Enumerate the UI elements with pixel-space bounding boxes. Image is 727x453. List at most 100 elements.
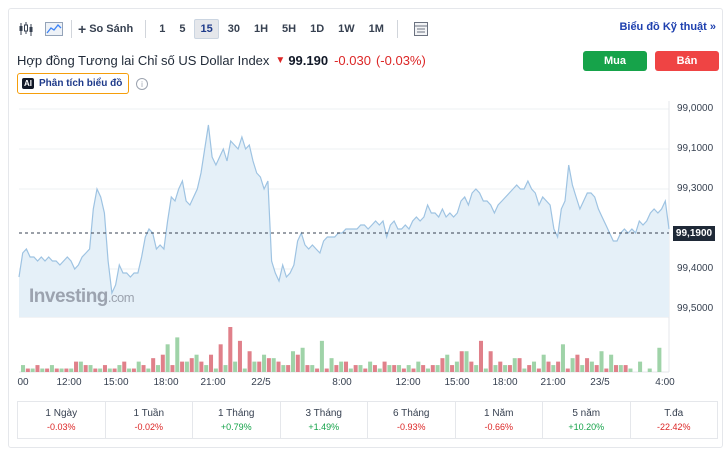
volume-bar-up <box>88 365 93 372</box>
timeframe-5h[interactable]: 5H <box>282 23 297 35</box>
volume-bar-down <box>189 358 194 372</box>
performance-cell[interactable]: 3 Tháng +1.49% <box>281 402 368 438</box>
volume-bar-down <box>141 365 146 372</box>
volume-bar-down <box>440 358 445 372</box>
timeframe-1d[interactable]: 1D <box>310 23 325 35</box>
timeframe-15[interactable]: 15 <box>194 19 219 39</box>
y-axis-tick-label: 99,1000 <box>677 143 714 154</box>
instrument-price: 99.190 <box>288 53 329 68</box>
volume-bar-down <box>151 358 156 372</box>
performance-cell[interactable]: 1 Tháng +0.79% <box>193 402 281 438</box>
performance-cell[interactable]: 1 Tuần -0.02% <box>106 402 193 438</box>
performance-change: -22.42% <box>656 422 691 432</box>
performance-change: +0.79% <box>220 422 252 432</box>
volume-bar-up <box>21 365 26 372</box>
volume-bar-up <box>397 365 402 372</box>
volume-bar-down <box>122 361 127 372</box>
performance-change: -0.93% <box>396 422 426 432</box>
volume-bar-down <box>324 368 329 372</box>
volume-bar-up <box>493 365 498 372</box>
volume-bar-down <box>83 365 88 372</box>
x-axis-tick-label: 4:00 <box>655 377 675 388</box>
volume-bar-down <box>315 368 320 372</box>
volume-bar-down <box>604 368 609 372</box>
volume-bar-up <box>329 358 334 372</box>
volume-bar-down <box>575 354 580 372</box>
volume-bar-up <box>319 340 324 372</box>
volume-bar-up <box>512 358 517 372</box>
volume-bar-up <box>300 347 305 372</box>
timeframe-5[interactable]: 5 <box>179 23 186 35</box>
volume-bar-down <box>478 340 484 372</box>
volume-bar-down <box>382 361 387 372</box>
volume-bar-up <box>78 361 83 372</box>
volume-bar-down <box>411 368 416 372</box>
x-axis-tick-label: 12:00 <box>395 377 421 388</box>
volume-bar-up <box>252 361 257 372</box>
performance-cell[interactable]: 1 Năm -0.66% <box>456 402 543 438</box>
volume-bar-down <box>623 365 628 372</box>
price-chart[interactable]: Investing.com 99,5000 99,4000 99,3000 99,10… <box>9 101 724 391</box>
volume-bar-up <box>657 347 662 372</box>
buy-button[interactable]: Mua <box>583 51 647 71</box>
volume-bar-down <box>450 365 455 372</box>
volume-bar-down <box>305 365 310 372</box>
performance-change: -0.03% <box>46 422 76 432</box>
performance-cell[interactable]: 6 Tháng -0.93% <box>368 402 456 438</box>
price-area <box>19 125 669 317</box>
volume-bar-up <box>213 368 218 372</box>
volume-bar-up <box>454 361 459 372</box>
info-icon[interactable]: i <box>136 78 148 90</box>
volume-bar-up <box>503 365 508 372</box>
volume-bar-up <box>560 344 565 372</box>
ai-chart-analysis-button[interactable]: AI Phân tích biểu đồ <box>17 73 130 94</box>
table-icon[interactable] <box>410 18 432 40</box>
x-axis-tick-label: 15:00 <box>444 377 470 388</box>
volume-bar-down <box>334 365 339 372</box>
performance-change: -0.66% <box>484 422 514 432</box>
volume-bar-down <box>421 365 426 372</box>
performance-cell[interactable]: 1 Ngày -0.03% <box>18 402 106 438</box>
volume-bar-up <box>69 368 74 372</box>
timeframe-1h[interactable]: 1H <box>253 23 269 35</box>
toolbar-divider <box>145 20 147 38</box>
volume-bar-up <box>98 368 103 372</box>
instrument-name: Hợp đồng Tương lai Chỉ số US Dollar Inde… <box>17 53 270 68</box>
timeframe-1m[interactable]: 1M <box>368 23 384 35</box>
volume-bar-down <box>353 365 358 372</box>
volume-bar-down <box>247 351 252 372</box>
candlestick-icon[interactable] <box>15 18 37 40</box>
watermark-text: Investing <box>29 286 108 307</box>
area-chart-icon[interactable] <box>43 18 65 40</box>
volume-bar-down <box>507 365 512 372</box>
compare-button[interactable]: + So Sánh <box>78 21 133 37</box>
volume-bar-up <box>127 368 132 372</box>
volume-bar-up <box>49 365 54 372</box>
volume-bar-up <box>339 361 344 372</box>
volume-bar-up <box>647 368 652 372</box>
timeframe-1[interactable]: 1 <box>159 23 166 35</box>
performance-period: 6 Tháng <box>392 408 430 419</box>
technical-chart-link[interactable]: Biểu đồ Kỹ thuật » <box>619 21 716 33</box>
performance-cell[interactable]: T.đa -22.42% <box>631 402 718 438</box>
volume-bar-down <box>344 361 349 372</box>
volume-bar-down <box>35 365 40 372</box>
volume-bar-down <box>276 361 281 372</box>
volume-bar-up <box>387 365 392 372</box>
performance-period: 1 Tuần <box>133 408 165 419</box>
ai-icon: AI <box>22 78 34 89</box>
volume-bar-down <box>392 365 397 372</box>
volume-bar-down <box>469 361 474 372</box>
volume-bar-down <box>93 368 98 372</box>
timeframe-1w[interactable]: 1W <box>338 23 355 35</box>
down-arrow-icon: ▼ <box>275 55 286 66</box>
volume-bar-down <box>594 365 599 372</box>
plus-icon: + <box>78 21 87 37</box>
volume-bar-up <box>609 354 614 372</box>
volume-bar-up <box>175 337 180 372</box>
volume-bar-up <box>532 361 537 372</box>
performance-cell[interactable]: 5 năm +10.20% <box>543 402 631 438</box>
sell-button[interactable]: Bán <box>655 51 719 71</box>
volume-bar-up <box>40 368 45 372</box>
timeframe-30[interactable]: 30 <box>227 23 240 35</box>
